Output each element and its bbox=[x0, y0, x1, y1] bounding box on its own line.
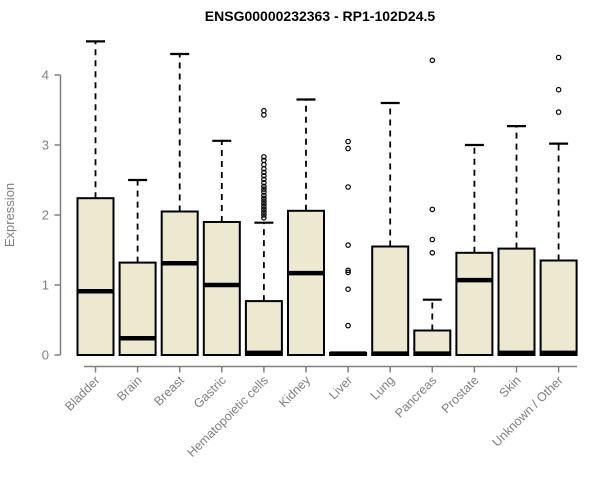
outlier-unknown-other bbox=[555, 109, 562, 115]
y-tick-label: 2 bbox=[42, 208, 49, 223]
outlier-liver bbox=[345, 184, 351, 190]
y-tick-label: 1 bbox=[42, 278, 49, 293]
outlier-hematopoietic-cells bbox=[261, 206, 267, 213]
x-tick-label-kidney: Kidney bbox=[276, 373, 313, 410]
x-tick-label-gastric: Gastric bbox=[191, 373, 229, 411]
outlier-pancreas bbox=[429, 250, 436, 256]
outlier-hematopoietic-cells bbox=[261, 186, 267, 192]
boxes-group bbox=[76, 40, 578, 357]
box-lung bbox=[371, 245, 410, 356]
outlier-pancreas bbox=[429, 57, 436, 64]
box-pancreas bbox=[413, 329, 452, 356]
box-skin bbox=[497, 247, 536, 357]
outlier-pancreas bbox=[429, 206, 436, 213]
y-axis-label: Expression bbox=[2, 183, 17, 247]
outlier-hematopoietic-cells bbox=[261, 195, 267, 202]
y-tick-label: 0 bbox=[42, 348, 49, 363]
outlier-hematopoietic-cells bbox=[261, 176, 267, 183]
x-tick-label-liver: Liver bbox=[326, 373, 355, 402]
x-tick-label-skin: Skin bbox=[497, 373, 524, 400]
outlier-liver bbox=[345, 145, 351, 152]
box-gastric bbox=[202, 221, 241, 356]
outlier-hematopoietic-cells bbox=[261, 180, 267, 186]
x-tick-label-breast: Breast bbox=[151, 373, 187, 409]
x-tick-label-hematopoietic-cells: Hematopoietic cells bbox=[184, 373, 271, 460]
outlier-unknown-other bbox=[555, 54, 562, 61]
outlier-hematopoietic-cells bbox=[261, 189, 267, 195]
outlier-hematopoietic-cells bbox=[261, 169, 267, 176]
box-brain bbox=[118, 261, 157, 357]
outlier-hematopoietic-cells bbox=[261, 192, 267, 199]
outlier-liver bbox=[345, 267, 351, 274]
outlier-hematopoietic-cells bbox=[261, 203, 267, 210]
outlier-hematopoietic-cells bbox=[261, 173, 267, 179]
x-tick-label-pancreas: Pancreas bbox=[392, 373, 439, 420]
outlier-liver bbox=[345, 322, 351, 329]
outlier-liver bbox=[345, 286, 351, 293]
x-tick-label-bladder: Bladder bbox=[62, 373, 102, 413]
chart-title: ENSG00000232363 - RP1-102D24.5 bbox=[205, 8, 436, 24]
box-prostate bbox=[455, 251, 494, 356]
outlier-hematopoietic-cells bbox=[261, 183, 267, 190]
x-tick-label-brain: Brain bbox=[114, 373, 145, 404]
box-unknown-other bbox=[539, 259, 578, 356]
box-kidney bbox=[287, 209, 325, 356]
outlier-hematopoietic-cells bbox=[261, 154, 267, 160]
outlier-liver bbox=[345, 242, 351, 248]
box-hematopoietic-cells bbox=[244, 300, 283, 357]
outlier-unknown-other bbox=[555, 86, 562, 93]
box-bladder bbox=[76, 197, 115, 356]
x-tick-label-prostate: Prostate bbox=[439, 373, 482, 416]
outlier-hematopoietic-cells bbox=[261, 157, 267, 164]
outlier-hematopoietic-cells bbox=[261, 209, 267, 216]
outlier-hematopoietic-cells bbox=[261, 215, 267, 221]
y-tick-label: 3 bbox=[42, 138, 49, 153]
outlier-liver bbox=[345, 269, 351, 276]
x-tick-label-lung: Lung bbox=[368, 373, 398, 403]
y-tick-label: 4 bbox=[42, 68, 49, 83]
outlier-hematopoietic-cells bbox=[261, 198, 267, 204]
outlier-hematopoietic-cells bbox=[261, 201, 267, 207]
outlier-liver bbox=[345, 138, 351, 145]
box-breast bbox=[160, 210, 199, 356]
outlier-hematopoietic-cells bbox=[261, 212, 267, 218]
outlier-pancreas bbox=[429, 236, 436, 243]
outlier-hematopoietic-cells bbox=[261, 107, 267, 114]
